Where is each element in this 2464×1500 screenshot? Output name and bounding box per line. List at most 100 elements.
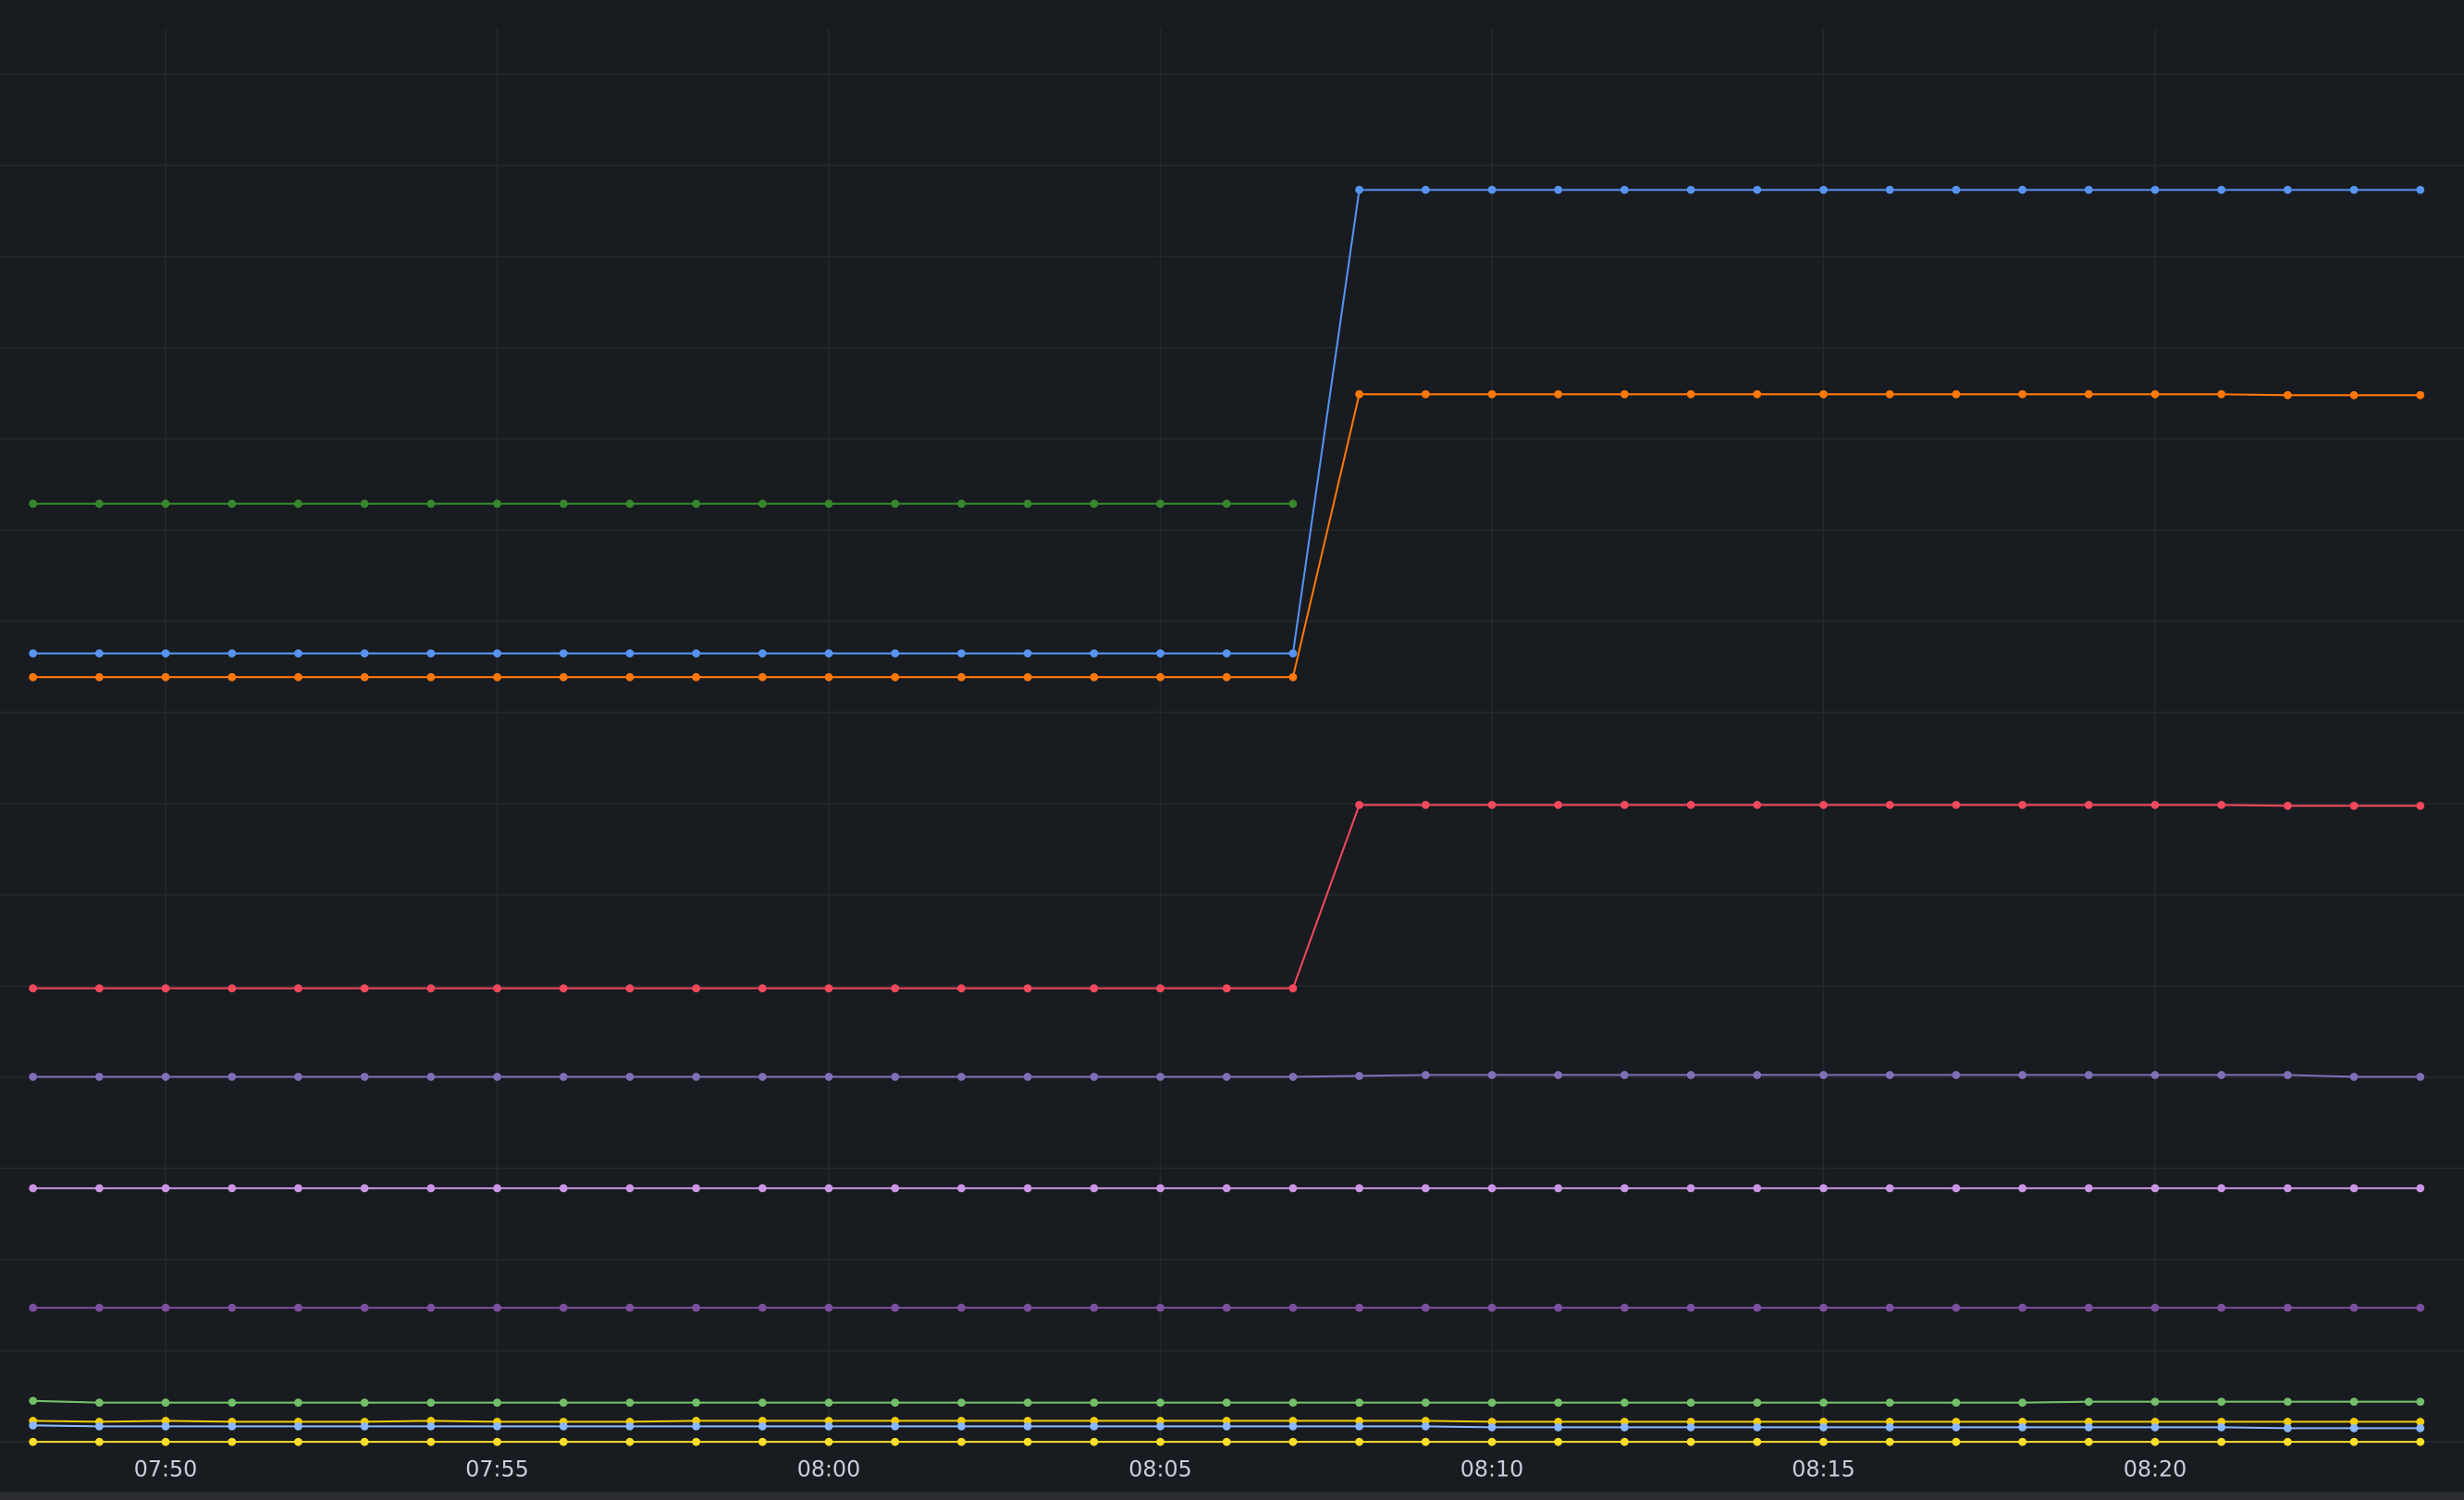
data-point <box>2084 1397 2093 1407</box>
x-tick-label: 07:50 <box>134 1457 198 1482</box>
data-point <box>493 499 501 509</box>
data-point <box>360 1437 369 1446</box>
data-point <box>2217 1437 2226 1446</box>
data-point <box>2349 1073 2359 1081</box>
data-point <box>891 1437 900 1446</box>
data-point <box>228 1184 237 1193</box>
data-point <box>1885 1422 1894 1432</box>
data-point <box>94 649 104 658</box>
data-point <box>2084 185 2093 194</box>
data-point <box>493 1437 501 1446</box>
data-point <box>1885 1398 1894 1408</box>
data-point <box>426 1421 436 1431</box>
data-point <box>891 499 900 509</box>
data-point <box>1023 1437 1032 1446</box>
data-point <box>1620 389 1629 399</box>
data-point <box>2018 1303 2027 1312</box>
data-point <box>758 1437 767 1446</box>
data-point <box>1686 1071 1695 1079</box>
data-point <box>2283 1303 2292 1312</box>
series-5 <box>29 1184 2425 1193</box>
data-point <box>1355 1421 1364 1431</box>
data-point <box>493 672 501 682</box>
data-point <box>1023 984 1032 993</box>
data-point <box>294 984 302 993</box>
data-point <box>1222 1437 1231 1446</box>
data-point <box>2416 1437 2425 1446</box>
data-point <box>1421 1398 1430 1408</box>
data-point <box>360 1398 369 1408</box>
data-point <box>2349 1184 2359 1193</box>
data-point <box>1355 1303 1364 1312</box>
data-point <box>2150 1422 2160 1432</box>
data-point <box>1952 389 1961 399</box>
x-tick-label: 08:20 <box>2124 1457 2187 1482</box>
data-point <box>493 1421 501 1431</box>
data-point <box>426 1184 436 1193</box>
data-point <box>94 672 104 682</box>
data-point <box>559 1398 568 1408</box>
x-tick-label: 08:10 <box>1460 1457 1524 1482</box>
data-point <box>426 1303 436 1312</box>
data-point <box>1156 1303 1164 1312</box>
data-point <box>1686 1398 1695 1408</box>
data-point <box>1487 1437 1497 1446</box>
data-point <box>957 1303 966 1312</box>
data-point <box>2018 185 2027 194</box>
data-point <box>1952 1184 1961 1193</box>
data-point <box>625 649 634 658</box>
data-point <box>692 672 701 682</box>
data-point <box>692 1303 701 1312</box>
data-point <box>1222 1398 1231 1408</box>
data-point <box>2217 800 2226 809</box>
data-point <box>228 1303 237 1312</box>
data-point <box>294 1303 302 1312</box>
data-point <box>559 499 568 509</box>
data-point <box>426 499 436 509</box>
data-point <box>1554 185 1563 194</box>
data-point <box>2217 1303 2226 1312</box>
data-point <box>625 1421 634 1431</box>
data-point <box>1487 1071 1497 1079</box>
data-point <box>2283 1423 2292 1432</box>
data-point <box>1288 1184 1298 1193</box>
data-point <box>2349 1437 2359 1446</box>
data-point <box>891 984 900 993</box>
data-point <box>493 1303 501 1312</box>
data-point <box>692 984 701 993</box>
data-point <box>625 1303 634 1312</box>
data-point <box>294 1398 302 1408</box>
data-point <box>493 1398 501 1408</box>
data-point <box>493 1073 501 1081</box>
data-point <box>94 1421 104 1431</box>
data-point <box>228 1073 237 1081</box>
data-point <box>2084 800 2093 809</box>
data-point <box>559 1421 568 1431</box>
data-point <box>29 672 38 682</box>
series-6 <box>29 1303 2425 1312</box>
data-point <box>957 1073 966 1081</box>
data-point <box>2416 1397 2425 1407</box>
series-3 <box>29 800 2425 993</box>
data-point <box>891 1073 900 1081</box>
data-point <box>161 649 170 658</box>
data-point <box>161 1184 170 1193</box>
data-point <box>1355 1398 1364 1408</box>
data-point <box>1819 389 1828 399</box>
series-1 <box>29 185 2425 658</box>
data-point <box>161 499 170 509</box>
data-point <box>1554 800 1563 809</box>
data-point <box>1023 1184 1032 1193</box>
data-point <box>493 984 501 993</box>
data-point <box>1952 1071 1961 1079</box>
data-point <box>2150 389 2160 399</box>
data-point <box>426 984 436 993</box>
data-point <box>161 1398 170 1408</box>
data-point <box>294 649 302 658</box>
x-tick-label: 08:15 <box>1792 1457 1855 1482</box>
data-point <box>2416 801 2425 810</box>
data-point <box>1487 185 1497 194</box>
data-point <box>1487 389 1497 399</box>
data-point <box>2283 801 2292 810</box>
data-point <box>1156 984 1164 993</box>
